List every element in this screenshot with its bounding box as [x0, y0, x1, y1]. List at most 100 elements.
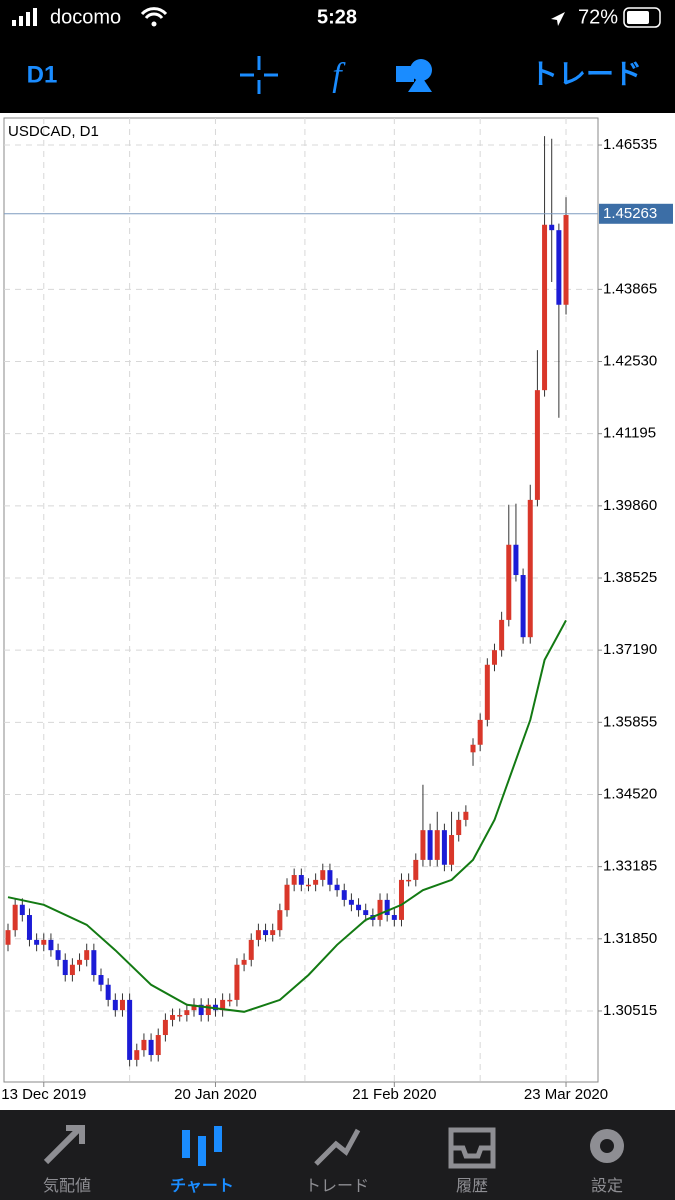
- y-tick-label: 1.30515: [603, 1002, 657, 1019]
- candle-body: [263, 930, 269, 936]
- chart-frame: [3, 117, 599, 1083]
- candle-body: [148, 1039, 154, 1056]
- crosshair-button[interactable]: [240, 56, 278, 94]
- candle-body: [313, 879, 319, 885]
- candle-body: [127, 999, 133, 1060]
- candle-body: [141, 1039, 147, 1051]
- candle-body: [542, 224, 548, 391]
- candle-body: [391, 915, 397, 920]
- last-price-label: 1.45263: [603, 205, 657, 222]
- y-tick-label: 1.34520: [603, 785, 657, 802]
- candle-body: [341, 890, 347, 900]
- candle-body: [441, 830, 447, 865]
- tab-label[interactable]: 設定: [591, 1177, 623, 1195]
- candle-body: [348, 899, 354, 905]
- location-icon: [551, 12, 565, 26]
- timeframe-button[interactable]: D1: [27, 61, 58, 88]
- candle-body: [177, 1015, 183, 1017]
- candle-body: [134, 1050, 140, 1060]
- candle-body: [413, 859, 419, 880]
- candle-body: [19, 904, 25, 916]
- carrier: docomo: [50, 6, 121, 28]
- candle-body: [255, 930, 261, 940]
- candle-body: [12, 904, 18, 931]
- chart-background: [0, 113, 675, 1110]
- candle-body: [291, 875, 297, 885]
- candle-body: [277, 910, 283, 931]
- candle-body: [506, 544, 512, 620]
- candle-body: [398, 879, 404, 920]
- trade-button[interactable]: トレード: [530, 58, 642, 89]
- candle-body: [449, 835, 455, 865]
- candle-body: [305, 884, 311, 887]
- candle-body: [227, 999, 233, 1002]
- candle-body: [356, 904, 362, 911]
- candle-body: [406, 879, 412, 882]
- candle-body: [5, 930, 11, 945]
- tab-bar: [0, 1110, 675, 1200]
- candle-body: [191, 1004, 197, 1011]
- candle-body: [84, 950, 90, 960]
- candle-body: [470, 744, 476, 753]
- wifi-dot: [151, 21, 157, 27]
- candle-body: [434, 830, 440, 860]
- candle-body: [334, 884, 340, 891]
- candle-body: [270, 930, 276, 936]
- candle-body: [320, 870, 326, 880]
- tab-label[interactable]: 履歴: [456, 1178, 488, 1195]
- y-tick-label: 1.42530: [603, 352, 657, 369]
- clock: 5:28: [317, 6, 357, 28]
- candle-body: [112, 999, 118, 1011]
- signal-icon: [12, 8, 37, 26]
- candle-body: [69, 964, 75, 976]
- candle-body: [284, 884, 290, 911]
- candle-body: [241, 959, 247, 965]
- candle-body: [55, 950, 61, 960]
- candle-body: [527, 499, 533, 638]
- candle-body: [205, 1004, 211, 1016]
- candle-body: [513, 544, 519, 576]
- candle-body: [234, 964, 240, 1000]
- candle-body: [427, 830, 433, 860]
- candle-body: [556, 230, 562, 305]
- candle-body: [98, 975, 104, 985]
- candle-body: [198, 1004, 204, 1016]
- last-price-box: [599, 203, 673, 224]
- candle-body: [77, 959, 83, 965]
- candle-body: [420, 830, 426, 860]
- y-tick-label: 1.35855: [603, 713, 657, 730]
- candle-body: [170, 1015, 176, 1020]
- candle-body: [48, 939, 54, 951]
- y-tick-label: 1.31850: [603, 930, 657, 947]
- wifi-icon: [140, 7, 168, 20]
- tab-icons: [43, 1125, 624, 1169]
- tab-label[interactable]: 気配値: [43, 1177, 91, 1195]
- chart: 1.46535 1.43865 1.42530 1.41195 1.39860 1.385…: [1, 118, 673, 1103]
- battery-level: [627, 11, 649, 24]
- candle-body: [220, 999, 226, 1011]
- candle-body: [34, 939, 40, 945]
- y-tick-label: 1.37190: [603, 641, 657, 658]
- candle-body: [477, 719, 483, 745]
- y-tick-label: 1.33185: [603, 858, 657, 875]
- tab-label[interactable]: トレード: [305, 1178, 369, 1195]
- candle-body: [377, 899, 383, 920]
- candle-body: [62, 959, 68, 976]
- tab-label[interactable]: チャート: [170, 1178, 234, 1195]
- y-tick-label: 1.46535: [603, 136, 657, 153]
- x-tick-label: 13 Dec 2019: [1, 1086, 86, 1103]
- y-tick-label: 1.38525: [603, 569, 657, 586]
- x-tick-label: 23 Mar 2020: [524, 1086, 608, 1103]
- candle-body: [119, 999, 125, 1011]
- candle-body: [184, 1010, 190, 1016]
- candle-body: [549, 224, 555, 231]
- tab-labels: 気配値 チャート トレード 履歴 設定: [43, 1177, 623, 1195]
- objects-button[interactable]: [396, 59, 432, 92]
- battery-icon: [623, 7, 661, 28]
- candle-body: [41, 939, 47, 945]
- candle-body: [105, 984, 111, 1000]
- candle-body: [327, 870, 333, 885]
- y-tick-label: 1.41195: [603, 425, 656, 442]
